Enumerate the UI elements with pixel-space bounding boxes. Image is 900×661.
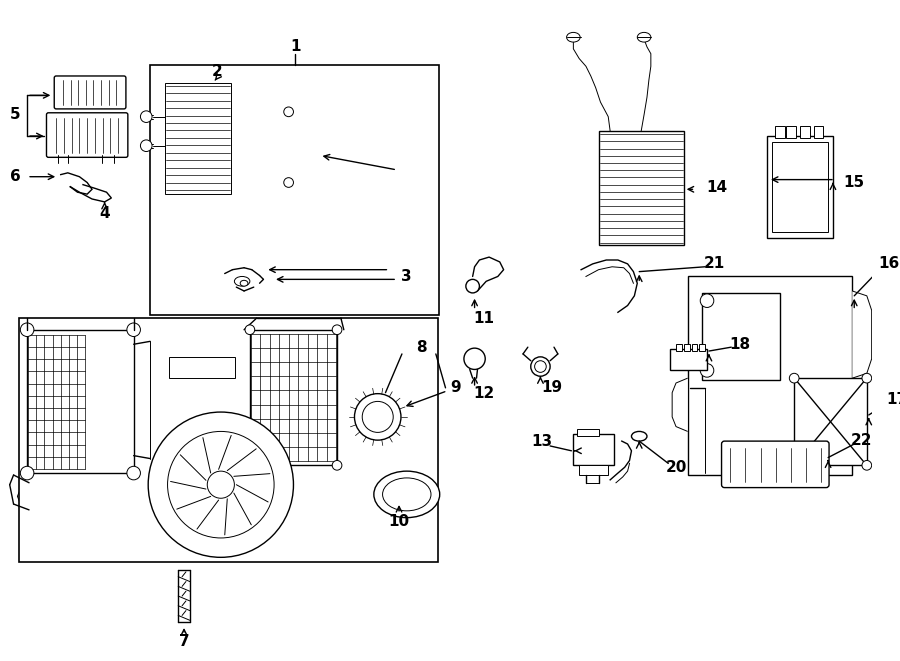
Circle shape [167, 432, 274, 538]
Bar [165, 83, 230, 194]
Circle shape [245, 461, 255, 470]
Text: 13: 13 [532, 434, 553, 449]
Text: 14: 14 [706, 180, 727, 195]
Circle shape [355, 394, 401, 440]
Bar [699, 344, 705, 351]
Text: 17: 17 [886, 392, 900, 407]
Circle shape [245, 325, 255, 334]
Text: 16: 16 [878, 256, 900, 272]
Text: 4: 4 [99, 206, 110, 221]
Circle shape [127, 466, 140, 480]
Circle shape [148, 412, 293, 557]
Bar [20, 318, 437, 562]
Bar [573, 434, 614, 465]
Bar [150, 65, 438, 315]
Circle shape [362, 401, 393, 432]
Bar [598, 131, 684, 245]
Text: 9: 9 [450, 380, 461, 395]
Circle shape [862, 373, 872, 383]
Bar [670, 349, 707, 370]
Circle shape [284, 178, 293, 187]
Bar [767, 136, 832, 238]
Circle shape [531, 357, 550, 376]
Circle shape [21, 466, 34, 480]
Bar [787, 126, 796, 138]
Ellipse shape [374, 471, 440, 518]
Bar [27, 330, 134, 473]
Ellipse shape [240, 280, 248, 286]
Text: 11: 11 [473, 311, 495, 326]
Ellipse shape [382, 478, 431, 511]
Bar [794, 378, 867, 465]
Circle shape [789, 373, 799, 383]
Bar [577, 430, 598, 436]
FancyBboxPatch shape [722, 441, 829, 488]
FancyBboxPatch shape [47, 113, 128, 157]
Text: 12: 12 [473, 386, 495, 401]
Text: 1: 1 [290, 40, 301, 54]
Text: 5: 5 [10, 107, 21, 122]
Circle shape [207, 471, 234, 498]
Circle shape [284, 107, 293, 116]
Ellipse shape [637, 32, 651, 42]
Ellipse shape [632, 432, 647, 441]
FancyBboxPatch shape [54, 76, 126, 109]
Bar [702, 293, 779, 380]
Text: 10: 10 [389, 514, 410, 529]
Text: 2: 2 [212, 63, 222, 79]
Bar [775, 126, 785, 138]
Circle shape [700, 364, 714, 377]
Bar [580, 465, 608, 475]
Bar [800, 126, 810, 138]
Text: 6: 6 [10, 169, 21, 184]
Circle shape [21, 323, 34, 336]
Bar [676, 344, 682, 351]
Polygon shape [852, 291, 872, 378]
Text: 3: 3 [401, 269, 412, 284]
Bar [169, 357, 236, 378]
Polygon shape [672, 378, 688, 432]
Bar [684, 344, 689, 351]
Circle shape [127, 323, 140, 336]
Circle shape [862, 461, 872, 470]
Text: 8: 8 [416, 340, 427, 355]
Circle shape [140, 140, 152, 151]
Text: 7: 7 [179, 634, 189, 649]
Circle shape [332, 461, 342, 470]
Text: 19: 19 [542, 380, 562, 395]
Circle shape [464, 348, 485, 369]
Text: 21: 21 [704, 256, 725, 272]
Polygon shape [17, 483, 45, 510]
Circle shape [140, 111, 152, 122]
Circle shape [789, 461, 799, 470]
Ellipse shape [567, 32, 580, 42]
Text: 22: 22 [851, 433, 873, 447]
Circle shape [466, 280, 480, 293]
Bar [814, 126, 824, 138]
Circle shape [535, 361, 546, 372]
Bar [772, 142, 828, 232]
Text: 18: 18 [729, 336, 751, 352]
Bar [691, 344, 698, 351]
Text: 20: 20 [665, 460, 687, 475]
Circle shape [700, 294, 714, 307]
Bar [250, 330, 337, 465]
Circle shape [332, 325, 342, 334]
Ellipse shape [234, 276, 250, 286]
Bar [688, 276, 852, 475]
Text: 15: 15 [843, 175, 865, 190]
